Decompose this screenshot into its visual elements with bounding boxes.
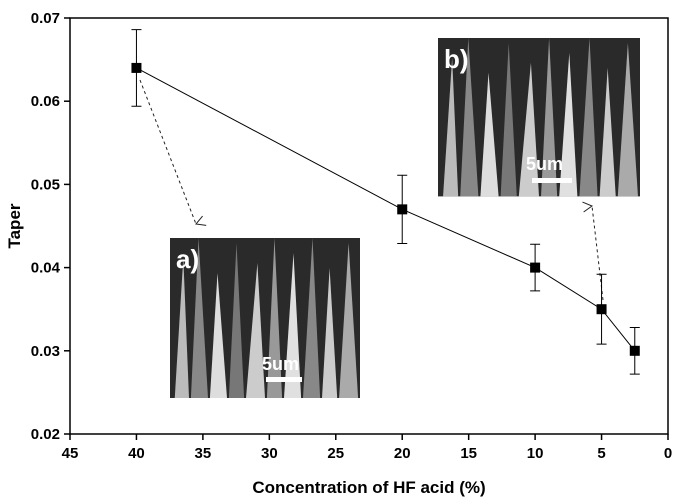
y-tick-label: 0.04 — [31, 260, 61, 277]
marker — [131, 62, 142, 73]
x-tick-label: 30 — [261, 445, 278, 462]
inset-b: b) 5um — [438, 38, 640, 197]
marker — [397, 204, 408, 215]
x-tick-label: 40 — [128, 445, 145, 462]
x-tick-label: 0 — [664, 445, 672, 462]
y-tick-label: 0.07 — [31, 10, 60, 27]
arrow — [139, 79, 207, 226]
y-tick-label: 0.06 — [31, 93, 60, 110]
x-axis-label: Concentration of HF acid (%) — [252, 478, 485, 497]
x-tick-label: 10 — [527, 445, 544, 462]
marker — [629, 345, 640, 356]
scale-label: 5um — [262, 354, 299, 374]
scale-bar — [532, 178, 572, 183]
plot-frame — [69, 17, 669, 435]
axes: 45 40 35 30 25 20 15 10 5 0 0.02 0.03 0.04 0.05 0.06 0.… — [31, 10, 672, 462]
y-tick-label: 0.02 — [31, 426, 60, 443]
inset-label: b) — [444, 44, 469, 74]
y-tick-label: 0.03 — [31, 343, 60, 360]
x-tick-label: 45 — [62, 445, 79, 462]
x-tick-label: 15 — [460, 445, 477, 462]
inset-a: a) 5um — [170, 238, 360, 398]
inset-label: a) — [176, 244, 199, 274]
x-tick-label: 35 — [195, 445, 212, 462]
x-tick-label: 25 — [327, 445, 344, 462]
marker — [596, 304, 607, 315]
scale-bar — [266, 377, 302, 382]
scale-label: 5um — [526, 154, 563, 174]
arrow — [582, 201, 604, 301]
y-tick-label: 0.05 — [31, 176, 60, 193]
y-axis-label: Taper — [5, 203, 24, 248]
marker — [530, 262, 541, 273]
x-tick-label: 5 — [597, 445, 605, 462]
x-tick-label: 20 — [394, 445, 411, 462]
